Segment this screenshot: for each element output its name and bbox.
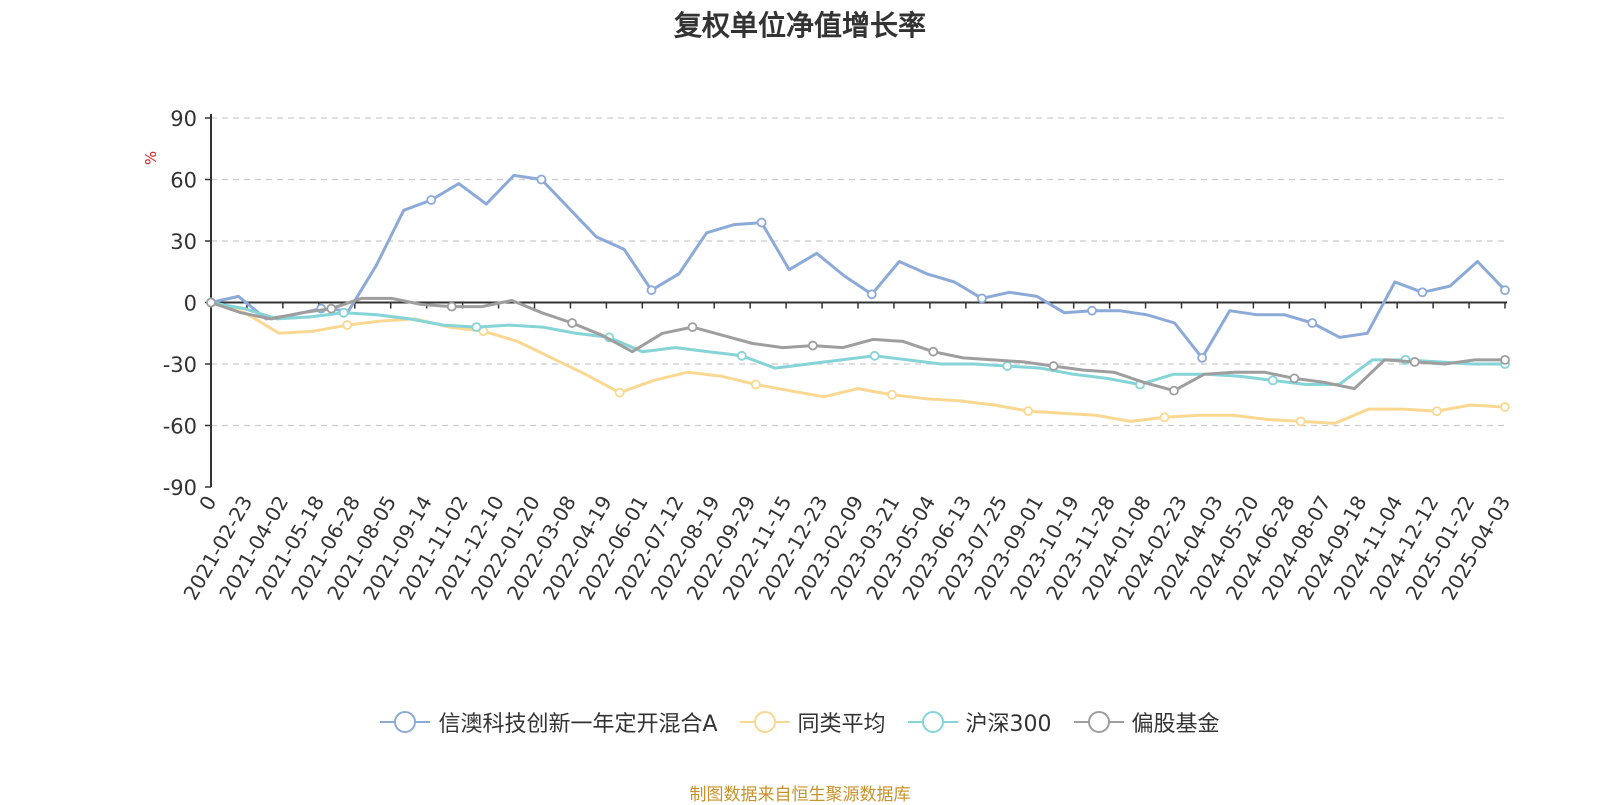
series-lines — [206, 173, 1510, 427]
y-tick-label: -30 — [163, 353, 197, 377]
series-point-3 — [807, 340, 818, 351]
series-point-1 — [1023, 406, 1034, 417]
series-line-3 — [210, 296, 1505, 393]
series-point-3 — [1289, 373, 1300, 384]
chart-title: 复权单位净值增长率 — [673, 9, 926, 42]
legend-label: 同类平均 — [797, 712, 886, 737]
series-point-1 — [1295, 416, 1306, 427]
legend-swatch-icon — [907, 711, 958, 733]
series-point-3 — [326, 303, 337, 314]
legend-label: 信澳科技创新一年定开混合A — [438, 712, 718, 737]
y-axis-unit-label: % — [142, 151, 160, 165]
series-point-2 — [869, 350, 880, 361]
legend-label: 偏股基金 — [1131, 712, 1220, 737]
legend-swatch-icon — [739, 711, 790, 733]
y-tick-label: 90 — [170, 107, 197, 131]
series-point-0 — [646, 285, 657, 296]
series-point-3 — [928, 346, 939, 357]
series-point-1 — [1159, 412, 1170, 423]
series-point-0 — [1197, 352, 1208, 363]
series-point-3 — [1169, 385, 1179, 396]
series-point-1 — [887, 389, 897, 400]
data-source-note: 制图数据来自恒生聚源数据库 — [689, 785, 911, 805]
series-line-0 — [210, 173, 1507, 360]
series-point-1 — [614, 387, 625, 398]
grid-lines — [211, 117, 1505, 427]
legend-item[interactable]: 信澳科技创新一年定开混合A — [380, 706, 718, 738]
legend-label: 沪深300 — [965, 712, 1052, 737]
series-point-0 — [1307, 318, 1318, 328]
legend-item[interactable]: 偏股基金 — [1073, 706, 1220, 738]
chart-legend: 信澳科技创新一年定开混合A 同类平均 沪深300 偏股基金 — [0, 706, 1600, 738]
series-point-3 — [206, 297, 216, 308]
series-point-3 — [687, 322, 698, 333]
y-tick-label: -60 — [163, 415, 197, 439]
series-point-0 — [1417, 287, 1428, 298]
series-point-0 — [1087, 305, 1097, 316]
legend-swatch-icon — [1073, 711, 1124, 733]
legend-item[interactable]: 同类平均 — [739, 706, 886, 738]
x-tick-label: 0 — [194, 492, 221, 515]
series-point-1 — [1431, 406, 1442, 417]
series-point-3 — [567, 318, 578, 328]
legend-item[interactable]: 沪深300 — [907, 706, 1052, 738]
series-point-0 — [976, 293, 987, 304]
series-point-0 — [1500, 285, 1510, 296]
series-line-2 — [210, 301, 1505, 386]
y-tick-label: 0 — [184, 292, 197, 316]
series-point-1 — [1500, 402, 1510, 412]
series-point-1 — [750, 379, 761, 390]
series-point-1 — [342, 320, 353, 330]
series-point-3 — [1500, 354, 1510, 365]
y-tick-label: 30 — [170, 230, 197, 254]
y-tick-labels: 90 60 30 0 -30 -60 -90 — [163, 107, 197, 500]
series-point-3 — [446, 301, 457, 312]
series-point-2 — [1002, 361, 1013, 371]
series-point-0 — [536, 174, 547, 185]
series-point-3 — [1409, 357, 1420, 367]
series-point-2 — [736, 350, 747, 361]
series-point-2 — [338, 307, 349, 318]
series-point-2 — [1267, 375, 1278, 386]
y-tick-label: 60 — [170, 169, 197, 193]
series-point-3 — [1048, 361, 1059, 371]
x-tick-labels: 02021-02-232021-04-022021-05-182021-06-2… — [178, 492, 1515, 605]
series-point-0 — [866, 289, 877, 300]
series-point-0 — [756, 217, 767, 228]
series-point-2 — [471, 322, 482, 333]
y-tick-label: -90 — [163, 476, 197, 500]
series-point-0 — [426, 195, 437, 205]
legend-swatch-icon — [380, 711, 431, 733]
